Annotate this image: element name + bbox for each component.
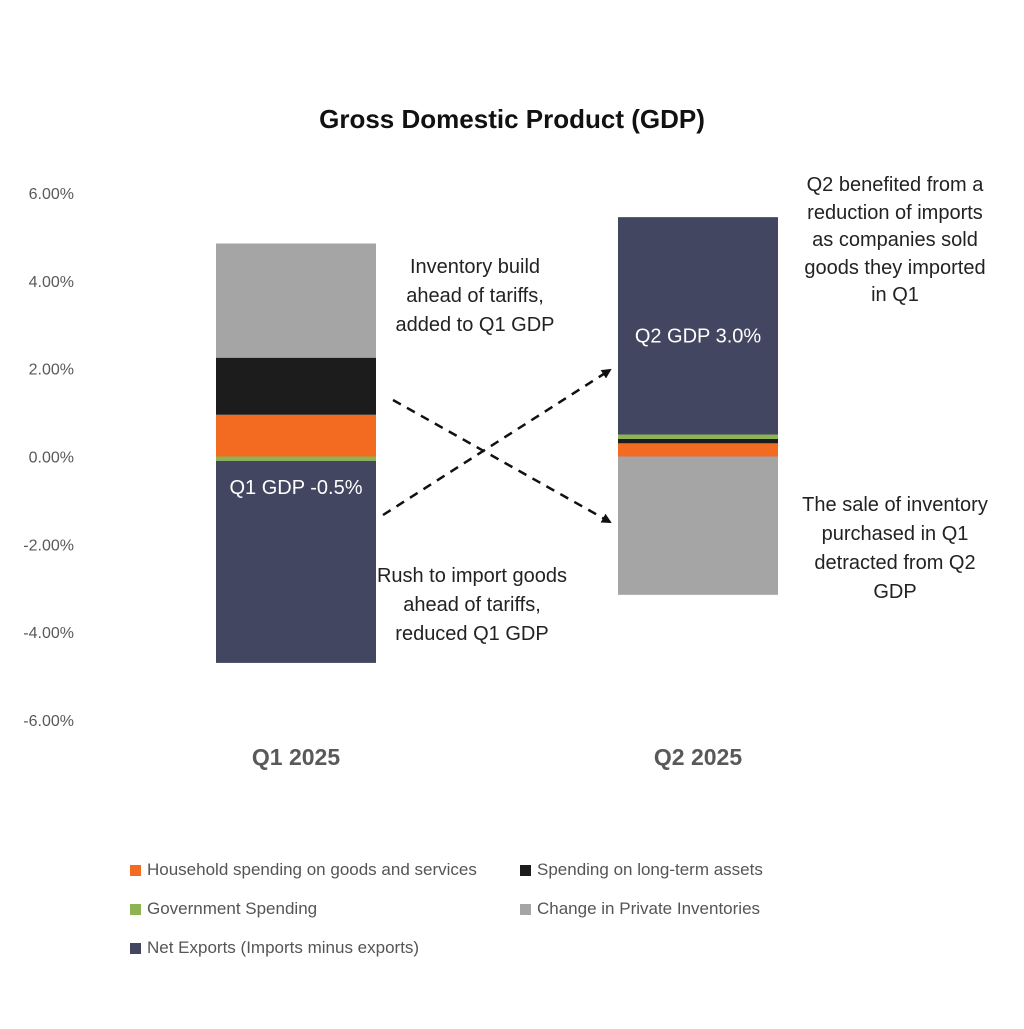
bar-segment-household xyxy=(216,414,376,457)
y-axis: 6.00% 4.00% 2.00% 0.00% -2.00% -4.00% -6.00% xyxy=(23,186,74,730)
x-category-label: Q2 2025 xyxy=(654,744,742,770)
annotation-rush-to-import: Rush to import goods ahead of tariffs, r… xyxy=(376,565,568,645)
y-tick-label: -2.00% xyxy=(23,537,74,554)
annotation-inventory-build: Inventory build ahead of tariffs, added … xyxy=(395,256,555,336)
legend-label-government: Government Spending xyxy=(147,899,318,918)
bar-segment-government xyxy=(216,456,376,461)
legend-label-net-exports: Net Exports (Imports minus exports) xyxy=(147,938,420,957)
legend-swatch-government xyxy=(130,903,141,915)
bar-segment-net-exports xyxy=(618,217,778,435)
legend-item-net-exports: Net Exports (Imports minus exports) xyxy=(130,938,419,958)
bar-segment-government xyxy=(618,434,778,439)
legend-swatch-long-term-assets xyxy=(520,864,531,876)
y-tick-label: 2.00% xyxy=(29,362,74,379)
annotation-inventory-sale: The sale of inventory purchased in Q1 de… xyxy=(802,494,988,603)
x-axis: Q1 2025 Q2 2025 xyxy=(252,744,742,770)
y-tick-label: 6.00% xyxy=(29,186,74,203)
bar-segment-inventories xyxy=(216,243,376,358)
arrow-imports-to-q2 xyxy=(382,368,612,517)
bar-segment-net-exports xyxy=(216,460,376,663)
y-tick-label: -6.00% xyxy=(23,713,74,730)
y-tick-label: 4.00% xyxy=(29,274,74,291)
bar-segment-household xyxy=(618,443,778,457)
arrow-inventory-to-q2 xyxy=(392,398,612,524)
x-category-label: Q1 2025 xyxy=(252,744,340,770)
legend-label-long-term-assets: Spending on long-term assets xyxy=(537,860,763,879)
legend-label-inventories: Change in Private Inventories xyxy=(537,899,761,918)
bar-label-q1: Q1 GDP -0.5% xyxy=(229,477,362,499)
legend-swatch-household xyxy=(130,864,141,876)
legend-swatch-inventories xyxy=(520,903,531,915)
y-tick-label: -4.00% xyxy=(23,625,74,642)
legend-swatch-net-exports xyxy=(130,942,141,954)
annotation-q2-benefit: Q2 benefited from a reduction of imports… xyxy=(804,174,986,306)
bar-label-q2: Q2 GDP 3.0% xyxy=(635,325,762,347)
bar-segment-long-term-assets xyxy=(618,438,778,444)
bars-group: Q1 GDP -0.5% Q2 GDP 3.0% xyxy=(216,217,778,663)
legend-item-inventories: Change in Private Inventories xyxy=(520,899,760,919)
bar-segment-long-term-assets xyxy=(216,357,376,415)
chart-title: Gross Domestic Product (GDP) xyxy=(319,104,705,134)
bar-segment-inventories xyxy=(618,456,778,595)
legend-item-household: Household spending on goods and services xyxy=(130,860,477,880)
legend-item-long-term-assets: Spending on long-term assets xyxy=(520,860,763,880)
legend-item-government: Government Spending xyxy=(130,899,317,919)
y-tick-label: 0.00% xyxy=(29,450,74,467)
legend-label-household: Household spending on goods and services xyxy=(147,860,477,879)
